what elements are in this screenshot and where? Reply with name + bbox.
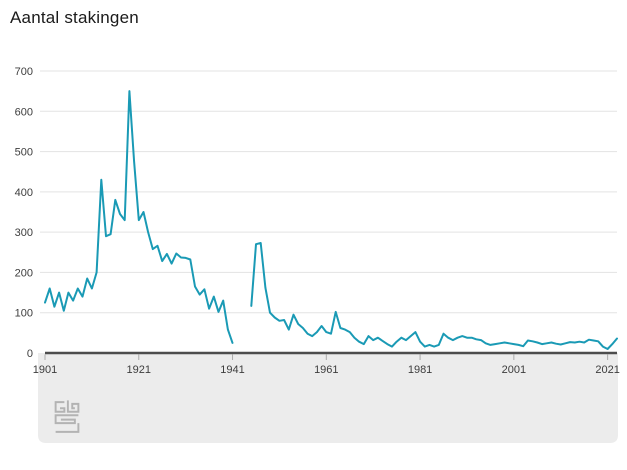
x-tick-label-1961: 1961 [314, 364, 338, 376]
y-tick-label-200: 200 [15, 267, 33, 279]
x-tick-label-2021: 2021 [595, 364, 619, 376]
y-tick-label-400: 400 [15, 187, 33, 199]
cbs-logo-icon [53, 399, 81, 440]
y-tick-label-0: 0 [27, 348, 33, 360]
x-tick-label-1981: 1981 [408, 364, 432, 376]
page-title: Aantal stakingen [10, 8, 139, 27]
data-line-segment-2 [250, 242, 618, 350]
data-line-segment-1 [44, 90, 234, 344]
x-tick-label-1941: 1941 [220, 364, 244, 376]
x-tick-label-1901: 1901 [33, 364, 57, 376]
x-tick-label-2001: 2001 [502, 364, 526, 376]
x-tick-label-1921: 1921 [127, 364, 151, 376]
y-tick-label-500: 500 [15, 147, 33, 159]
y-tick-label-700: 700 [15, 66, 33, 78]
y-tick-label-300: 300 [15, 227, 33, 239]
axis-footer-panel [38, 353, 618, 443]
y-tick-label-600: 600 [15, 106, 33, 118]
y-tick-label-100: 100 [15, 308, 33, 320]
